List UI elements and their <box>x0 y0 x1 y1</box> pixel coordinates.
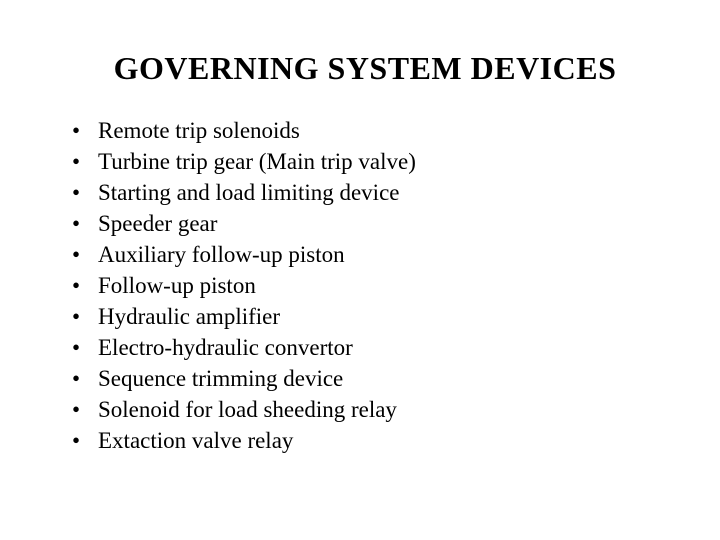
slide-title: GOVERNING SYSTEM DEVICES <box>60 50 670 87</box>
list-item: Speeder gear <box>72 208 670 239</box>
list-item: Starting and load limiting device <box>72 177 670 208</box>
list-item: Extaction valve relay <box>72 425 670 456</box>
list-item: Auxiliary follow-up piston <box>72 239 670 270</box>
list-item: Follow-up piston <box>72 270 670 301</box>
list-item: Electro-hydraulic convertor <box>72 332 670 363</box>
list-item: Turbine trip gear (Main trip valve) <box>72 146 670 177</box>
list-item: Hydraulic amplifier <box>72 301 670 332</box>
list-item: Sequence trimming device <box>72 363 670 394</box>
list-item: Remote trip solenoids <box>72 115 670 146</box>
bullet-list: Remote trip solenoids Turbine trip gear … <box>60 115 670 457</box>
slide: GOVERNING SYSTEM DEVICES Remote trip sol… <box>0 0 720 540</box>
list-item: Solenoid for load sheeding relay <box>72 394 670 425</box>
